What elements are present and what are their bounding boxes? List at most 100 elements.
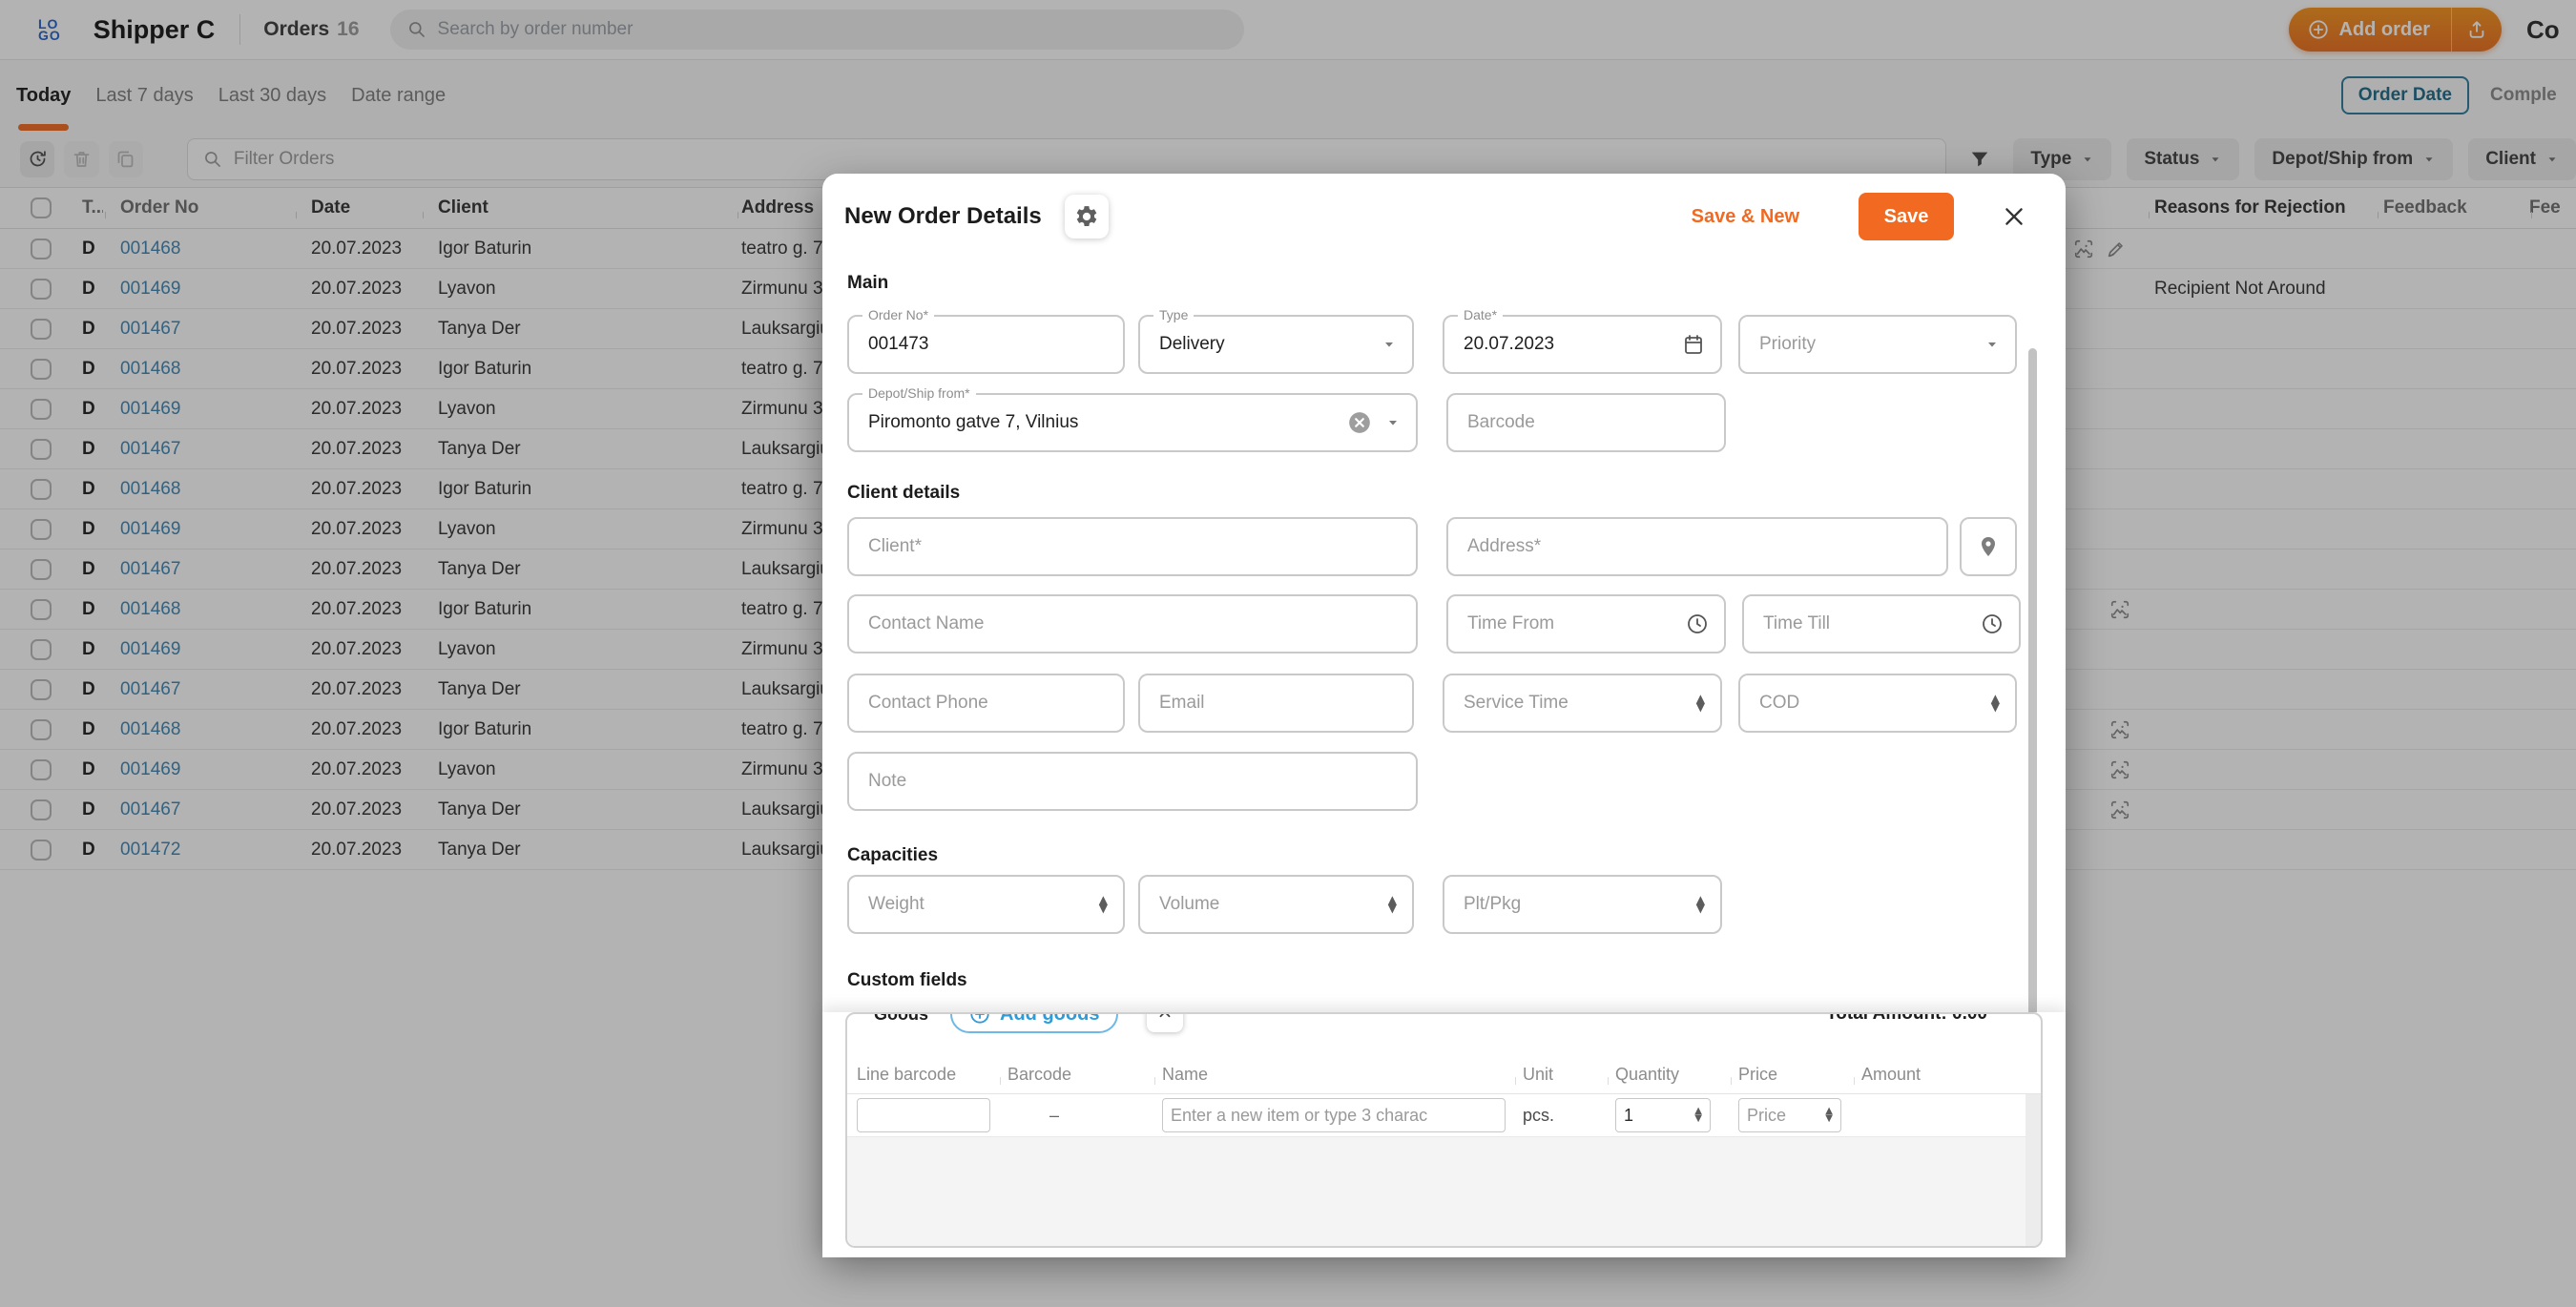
- col-date[interactable]: Date: [294, 197, 421, 218]
- row-checkbox[interactable]: [31, 438, 52, 460]
- clock-icon[interactable]: [1981, 612, 2004, 635]
- row-checkbox[interactable]: [31, 839, 52, 861]
- goods-price-input[interactable]: [1747, 1105, 1826, 1126]
- add-goods-button[interactable]: Add goods: [950, 1014, 1119, 1033]
- calendar-icon[interactable]: [1682, 333, 1705, 356]
- col-order-no[interactable]: Order No: [103, 197, 294, 218]
- completed-date-button[interactable]: Comple: [2490, 85, 2557, 105]
- time-from-input[interactable]: [1467, 613, 1686, 634]
- stepper-arrows[interactable]: ▲ ▼: [1825, 1106, 1833, 1124]
- priority-input[interactable]: [1759, 334, 1975, 355]
- time-from-field[interactable]: [1446, 594, 1726, 654]
- order-link[interactable]: 001467: [120, 799, 181, 819]
- row-checkbox[interactable]: [31, 478, 52, 500]
- order-link[interactable]: 001468: [120, 718, 181, 739]
- stepper-arrows[interactable]: ▲ ▼: [1098, 893, 1108, 915]
- order-link[interactable]: 001469: [120, 398, 181, 419]
- time-till-field[interactable]: [1742, 594, 2021, 654]
- clear-icon[interactable]: [1347, 410, 1372, 435]
- cod-field[interactable]: ▲▼: [1738, 674, 2017, 733]
- order-link[interactable]: 001467: [120, 558, 181, 579]
- filter-orders-input[interactable]: [233, 148, 1931, 170]
- email-field[interactable]: [1138, 674, 1414, 733]
- col-type[interactable]: T...: [82, 197, 103, 218]
- app-logo[interactable]: LO GO: [38, 16, 61, 43]
- order-settings-button[interactable]: [1064, 195, 1109, 239]
- row-checkbox[interactable]: [31, 278, 52, 300]
- stepper-arrows[interactable]: ▲ ▼: [1387, 893, 1397, 915]
- col-reasons[interactable]: Reasons for Rejection: [2147, 197, 2376, 218]
- col-fee[interactable]: Fee: [2529, 197, 2576, 218]
- stepper-arrows[interactable]: ▲ ▼: [1695, 692, 1705, 714]
- row-checkbox[interactable]: [31, 718, 52, 740]
- type-select[interactable]: Type Delivery: [1138, 307, 1414, 374]
- col-address[interactable]: Address: [736, 197, 2066, 218]
- order-no-input[interactable]: [868, 334, 1108, 355]
- order-link[interactable]: 001467: [120, 318, 181, 339]
- goods-scrollbar[interactable]: [2025, 1094, 2041, 1246]
- order-date-button[interactable]: Order Date: [2340, 76, 2469, 114]
- goods-name-input[interactable]: [1171, 1105, 1497, 1126]
- filter-orders-field[interactable]: [186, 137, 1947, 180]
- depot-select[interactable]: Depot/Ship from*: [847, 385, 1418, 452]
- row-checkbox[interactable]: [31, 558, 52, 580]
- date-input[interactable]: [1464, 334, 1682, 355]
- time-till-input[interactable]: [1763, 613, 1981, 634]
- contact-name-field[interactable]: [847, 594, 1418, 654]
- order-no-field[interactable]: Order No*: [847, 307, 1125, 374]
- col-client[interactable]: Client: [421, 197, 736, 218]
- filter-type-dropdown[interactable]: Type: [2013, 137, 2112, 180]
- duplicate-button[interactable]: [108, 140, 143, 177]
- client-field[interactable]: [847, 517, 1418, 576]
- plt-pkg-input[interactable]: [1464, 894, 1696, 915]
- order-link[interactable]: 001469: [120, 518, 181, 539]
- save-and-new-button[interactable]: Save & New: [1691, 205, 1799, 227]
- select-all-checkbox[interactable]: [31, 197, 52, 218]
- order-link[interactable]: 001467: [120, 438, 181, 459]
- goods-quantity-input[interactable]: [1624, 1105, 1695, 1126]
- line-barcode-input[interactable]: [865, 1105, 982, 1126]
- tab-today[interactable]: Today: [16, 60, 71, 131]
- depot-input[interactable]: [868, 412, 1347, 433]
- contact-name-input[interactable]: [868, 613, 1401, 634]
- order-search-input[interactable]: [437, 19, 1227, 40]
- priority-select[interactable]: [1738, 315, 2017, 374]
- row-checkbox[interactable]: [31, 398, 52, 420]
- map-pin-button[interactable]: [1960, 517, 2017, 576]
- service-time-input[interactable]: [1464, 693, 1696, 714]
- order-link[interactable]: 001469: [120, 758, 181, 779]
- tab-last-7-days[interactable]: Last 7 days: [95, 84, 194, 106]
- order-link[interactable]: 001467: [120, 678, 181, 699]
- add-order-button[interactable]: Add order: [2289, 8, 2451, 52]
- weight-input[interactable]: [868, 894, 1099, 915]
- date-field[interactable]: Date*: [1443, 307, 1722, 374]
- delete-button[interactable]: [64, 140, 99, 177]
- volume-input[interactable]: [1159, 894, 1388, 915]
- filter-status-dropdown[interactable]: Status: [2127, 137, 2240, 180]
- client-input[interactable]: [868, 536, 1401, 557]
- row-checkbox[interactable]: [31, 758, 52, 780]
- filter-client-dropdown[interactable]: Client: [2468, 137, 2576, 180]
- col-feedback[interactable]: Feedback: [2376, 197, 2529, 218]
- stepper-arrows[interactable]: ▲ ▼: [1695, 893, 1705, 915]
- order-link[interactable]: 001469: [120, 638, 181, 659]
- row-checkbox[interactable]: [31, 638, 52, 660]
- order-link[interactable]: 001468: [120, 598, 181, 619]
- order-link[interactable]: 001469: [120, 278, 181, 299]
- row-checkbox[interactable]: [31, 799, 52, 820]
- plt-pkg-field[interactable]: ▲▼: [1443, 875, 1722, 934]
- email-input[interactable]: [1159, 693, 1397, 714]
- close-modal-button[interactable]: [2002, 204, 2026, 229]
- row-checkbox[interactable]: [31, 358, 52, 380]
- clock-icon[interactable]: [1686, 612, 1709, 635]
- contact-phone-field[interactable]: [847, 674, 1125, 733]
- barcode-field[interactable]: [1446, 393, 1726, 452]
- stepper-arrows[interactable]: ▲ ▼: [1694, 1106, 1702, 1124]
- order-link[interactable]: 001472: [120, 839, 181, 860]
- barcode-input[interactable]: [1467, 412, 1709, 433]
- save-button[interactable]: Save: [1859, 193, 1954, 240]
- filter-depot-dropdown[interactable]: Depot/Ship from: [2254, 137, 2454, 180]
- service-time-field[interactable]: ▲▼: [1443, 674, 1722, 733]
- row-checkbox[interactable]: [31, 518, 52, 540]
- volume-field[interactable]: ▲▼: [1138, 875, 1414, 934]
